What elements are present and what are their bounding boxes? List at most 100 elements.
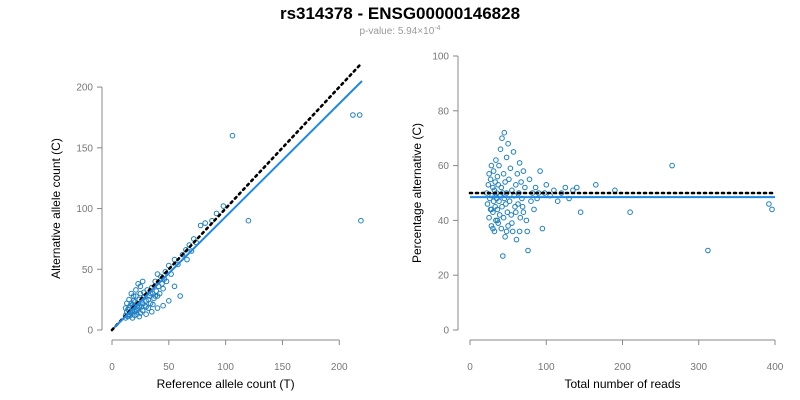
data-point	[220, 203, 227, 209]
left-scatter-panel: 0 50 100 150 200 0 50 100 150 200 Reference allele…	[49, 61, 364, 391]
data-point	[532, 184, 539, 191]
data-point	[490, 198, 497, 204]
data-point	[528, 198, 534, 204]
data-point	[506, 198, 513, 204]
data-point	[503, 228, 510, 235]
data-point	[487, 176, 494, 183]
fit-line	[113, 80, 363, 329]
x-tick-label: 100	[217, 362, 234, 373]
data-point	[139, 278, 146, 285]
data-point	[485, 182, 492, 188]
data-point	[488, 223, 495, 229]
data-point	[197, 222, 204, 229]
figure-title: rs314378 - ENSG00000146828	[280, 4, 520, 23]
x-tick-label: 50	[163, 362, 175, 373]
right-scatter-panel: 0 100 200 300 400 0 20 40 60 80 100 Total number of…	[410, 52, 784, 392]
data-point	[143, 304, 149, 310]
data-point	[490, 209, 496, 215]
data-point	[494, 206, 501, 213]
data-point	[152, 293, 158, 299]
data-point	[504, 209, 511, 215]
data-point	[490, 168, 497, 174]
x-axis-label: Total number of reads	[564, 377, 680, 391]
data-point	[507, 165, 514, 172]
data-point	[497, 146, 504, 152]
data-point	[491, 228, 498, 235]
data-point	[502, 179, 508, 185]
x-tick-label: 150	[274, 362, 291, 373]
x-tick-label: 0	[109, 362, 115, 373]
data-point	[627, 209, 633, 215]
data-point	[488, 162, 495, 169]
data-point	[593, 182, 599, 188]
data-point	[350, 112, 356, 118]
data-point	[179, 251, 186, 258]
y-tick-label: 100	[432, 52, 449, 63]
y-tick-label: 150	[76, 143, 93, 154]
data-point	[522, 184, 528, 191]
data-point	[498, 184, 505, 191]
data-point	[519, 203, 526, 210]
x-tick-label: 200	[614, 362, 631, 373]
data-point	[133, 293, 139, 299]
data-point	[509, 228, 516, 235]
data-point	[149, 309, 155, 315]
x-tick-label: 100	[538, 362, 555, 373]
data-point	[526, 176, 533, 183]
data-point	[769, 206, 775, 213]
data-point	[524, 228, 531, 235]
p-value-text: p-value: 5.94×10	[359, 26, 434, 37]
data-point	[496, 212, 503, 218]
data-point	[166, 298, 172, 304]
data-point	[500, 253, 506, 259]
data-point	[513, 236, 520, 243]
y-tick-label: 40	[438, 216, 450, 227]
data-point	[175, 261, 181, 268]
y-axis-label: Alternative allele count (C)	[49, 138, 63, 279]
data-point	[356, 112, 363, 118]
data-point	[202, 220, 208, 226]
data-point	[493, 157, 499, 163]
data-point	[506, 176, 512, 183]
data-point	[136, 313, 143, 320]
data-point	[126, 296, 132, 303]
y-tick-label: 100	[76, 204, 93, 215]
data-point	[154, 305, 161, 311]
data-point	[539, 225, 546, 232]
data-point	[510, 149, 517, 155]
data-point	[171, 283, 178, 290]
data-point	[577, 209, 584, 215]
data-point	[554, 198, 561, 204]
x-tick-label: 400	[767, 362, 784, 373]
data-point	[705, 247, 711, 254]
data-point	[160, 302, 166, 309]
data-point	[488, 206, 495, 213]
p-value-exponent: -4	[434, 25, 440, 32]
data-point	[486, 171, 492, 177]
data-point	[154, 271, 161, 277]
data-point	[136, 304, 143, 310]
data-point	[245, 217, 252, 224]
data-point	[517, 214, 524, 221]
y-tick-label: 80	[438, 106, 450, 117]
data-point	[213, 210, 220, 217]
data-point	[495, 182, 502, 188]
y-axis-label: Percentage alternative (C)	[410, 123, 424, 263]
data-point	[496, 162, 502, 169]
y-tick-label: 0	[87, 326, 93, 337]
data-point	[492, 179, 499, 185]
data-point	[512, 203, 518, 210]
data-point	[184, 256, 190, 263]
data-point	[177, 293, 183, 299]
data-point	[513, 182, 519, 188]
figure-subtitle: p-value: 5.94×10-4	[359, 25, 440, 37]
data-point	[531, 206, 537, 213]
data-point	[358, 217, 364, 224]
y-tick-label: 50	[82, 265, 94, 276]
data-point	[516, 160, 523, 166]
data-point	[486, 214, 492, 221]
data-point	[490, 225, 496, 232]
data-point	[503, 201, 509, 207]
data-point	[145, 296, 152, 303]
